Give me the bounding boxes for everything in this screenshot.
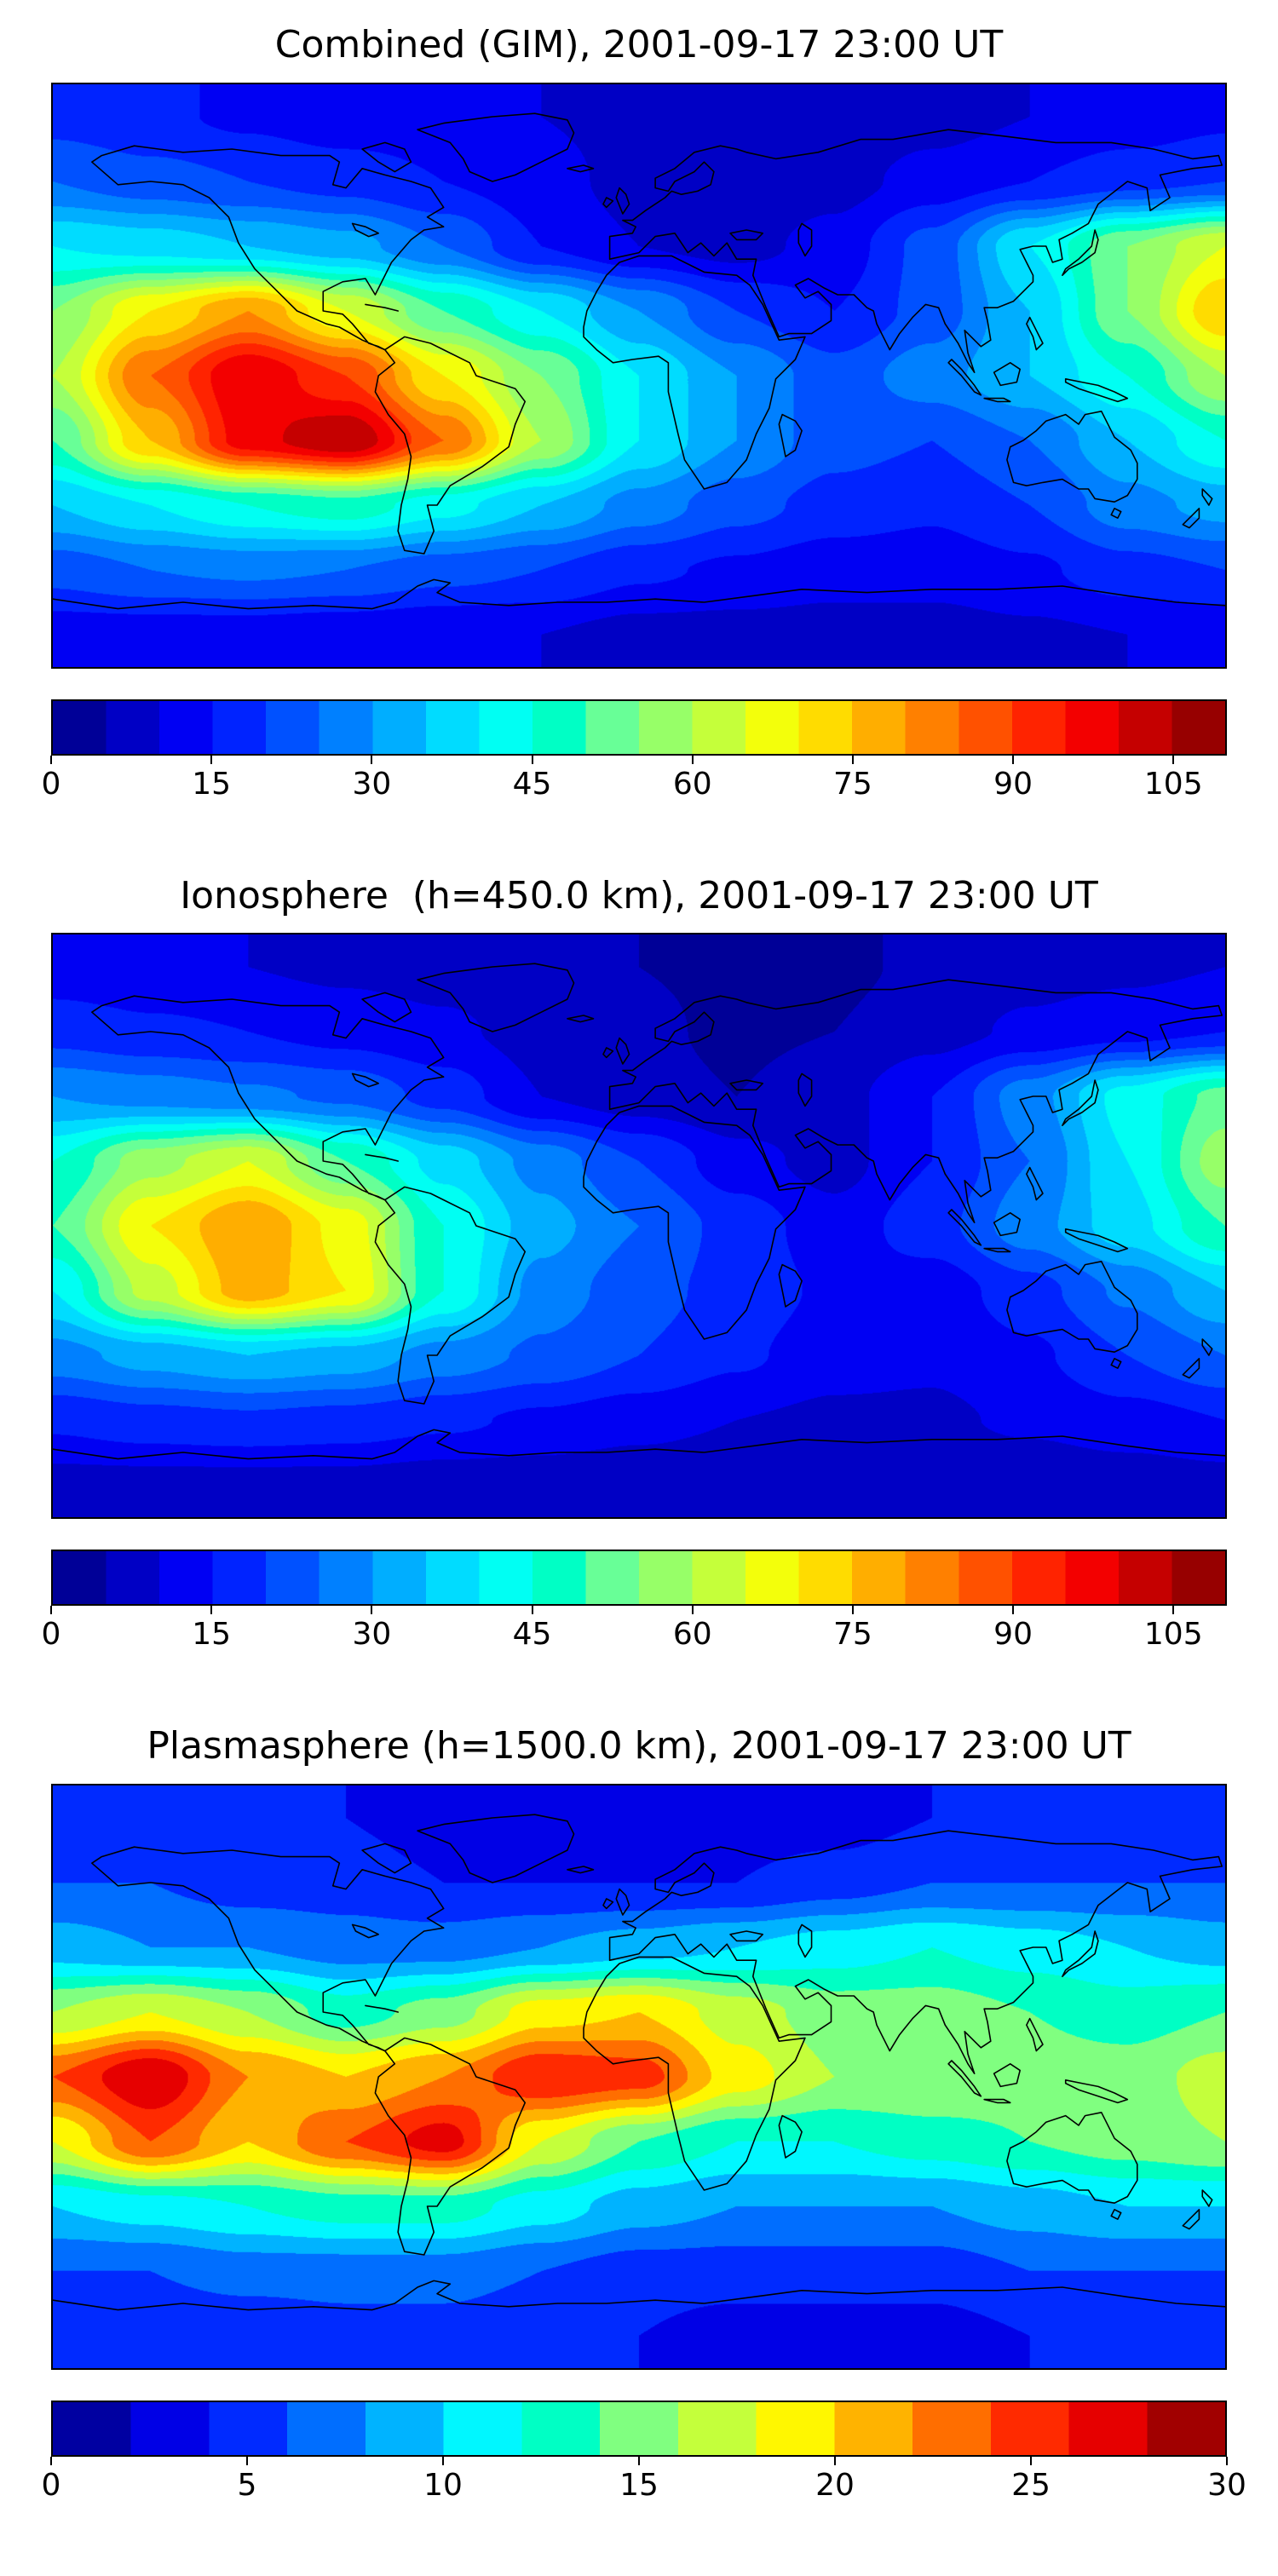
- colorbar-tick-mark: [691, 755, 694, 764]
- colorbar-tick-mark: [50, 2456, 52, 2465]
- colorbar-tick-label: 90: [993, 1617, 1033, 1653]
- colorbar-tick-mark: [1226, 2456, 1228, 2465]
- colorbar-tick-label: 45: [512, 766, 552, 802]
- tec-map-canvas-ionosphere: [53, 934, 1225, 1518]
- colorbar-tick-label: 15: [619, 2467, 659, 2503]
- panel-ionosphere: Ionosphere (h=450.0 km), 2001-09-17 23:0…: [42, 873, 1227, 1661]
- colorbar-tick-label: 20: [815, 2467, 855, 2503]
- coastlines-overlay: [53, 84, 1225, 667]
- colorbar-tick-mark: [246, 2456, 248, 2465]
- colorbar-frame-ionosphere: [51, 1550, 1227, 1607]
- colorbar-tick-mark: [691, 1606, 694, 1615]
- colorbar-tick-mark: [531, 755, 533, 764]
- colorbar-tick-label: 30: [352, 766, 392, 802]
- colorbar-tick-mark: [1172, 1606, 1175, 1615]
- colorbar-tick-mark: [371, 755, 373, 764]
- colorbar-tick-mark: [442, 2456, 444, 2465]
- panel-title-ionosphere: Ionosphere (h=450.0 km), 2001-09-17 23:0…: [180, 873, 1098, 917]
- colorbar-tick-label: 0: [41, 1617, 61, 1653]
- colorbar-tick-mark: [210, 1606, 213, 1615]
- colorbar-tick-mark: [638, 2456, 640, 2465]
- colorbar-frame-plasmasphere: [51, 2400, 1227, 2457]
- colorbar-tick-label: 10: [423, 2467, 463, 2503]
- colorbar-tick-label: 30: [1207, 2467, 1246, 2503]
- colorbar-tick-mark: [531, 1606, 533, 1615]
- colorbar-tick-label: 15: [192, 1617, 232, 1653]
- map-ionosphere: [51, 933, 1227, 1520]
- colorbar-gradient-plasmasphere: [53, 2401, 1225, 2455]
- coastlines-overlay: [53, 934, 1225, 1517]
- colorbar-ticks-combined: 0 15 30 45 60 75 90 105: [42, 755, 1227, 810]
- colorbar-frame-combined: [51, 699, 1227, 756]
- colorbar-tick-label: 75: [833, 766, 872, 802]
- colorbar-gradient-ionosphere: [53, 1551, 1225, 1605]
- colorbar-tick-mark: [1030, 2456, 1032, 2465]
- panel-combined: Combined (GIM), 2001-09-17 23:00 UT 0 15 3…: [42, 23, 1227, 810]
- colorbar-ticks-plasmasphere: 0 5 10 15 20 25 30: [42, 2456, 1246, 2511]
- colorbar-tick-mark: [1172, 755, 1175, 764]
- tec-map-canvas-combined: [53, 83, 1225, 667]
- colorbar-tick-label: 105: [1143, 766, 1203, 802]
- colorbar-ticks-ionosphere: 0 15 30 45 60 75 90 105: [42, 1606, 1227, 1660]
- colorbar-tick-mark: [210, 755, 213, 764]
- colorbar-tick-label: 60: [672, 766, 712, 802]
- colorbar-tick-mark: [50, 1606, 52, 1615]
- colorbar-tick-label: 45: [512, 1617, 552, 1653]
- colorbar-tick-label: 0: [41, 766, 61, 802]
- colorbar-tick-label: 60: [672, 1617, 712, 1653]
- colorbar-tick-mark: [50, 755, 52, 764]
- map-combined: [51, 82, 1227, 669]
- figure: Combined (GIM), 2001-09-17 23:00 UT 0 15 3…: [42, 23, 1246, 2511]
- colorbar-tick-label: 5: [237, 2467, 257, 2503]
- colorbar-tick-label: 90: [993, 766, 1033, 802]
- colorbar-tick-label: 105: [1143, 1617, 1203, 1653]
- colorbar-gradient-combined: [53, 700, 1225, 754]
- colorbar-tick-label: 25: [1011, 2467, 1051, 2503]
- colorbar-tick-mark: [1012, 755, 1015, 764]
- panel-title-plasmasphere: Plasmasphere (h=1500.0 km), 2001-09-17 2…: [147, 1724, 1131, 1768]
- colorbar-tick-mark: [851, 755, 854, 764]
- colorbar-tick-mark: [1012, 1606, 1015, 1615]
- map-plasmasphere: [51, 1783, 1227, 2370]
- panel-title-combined: Combined (GIM), 2001-09-17 23:00 UT: [274, 23, 1004, 66]
- colorbar-tick-label: 75: [833, 1617, 872, 1653]
- panel-plasmasphere: Plasmasphere (h=1500.0 km), 2001-09-17 2…: [42, 1724, 1246, 2511]
- tec-map-canvas-plasmasphere: [53, 1785, 1225, 2368]
- colorbar-tick-mark: [851, 1606, 854, 1615]
- colorbar-tick-label: 15: [192, 766, 232, 802]
- colorbar-tick-mark: [371, 1606, 373, 1615]
- colorbar-tick-mark: [834, 2456, 836, 2465]
- colorbar-tick-label: 0: [41, 2467, 61, 2503]
- colorbar-tick-label: 30: [352, 1617, 392, 1653]
- coastlines-overlay: [53, 1785, 1225, 2368]
